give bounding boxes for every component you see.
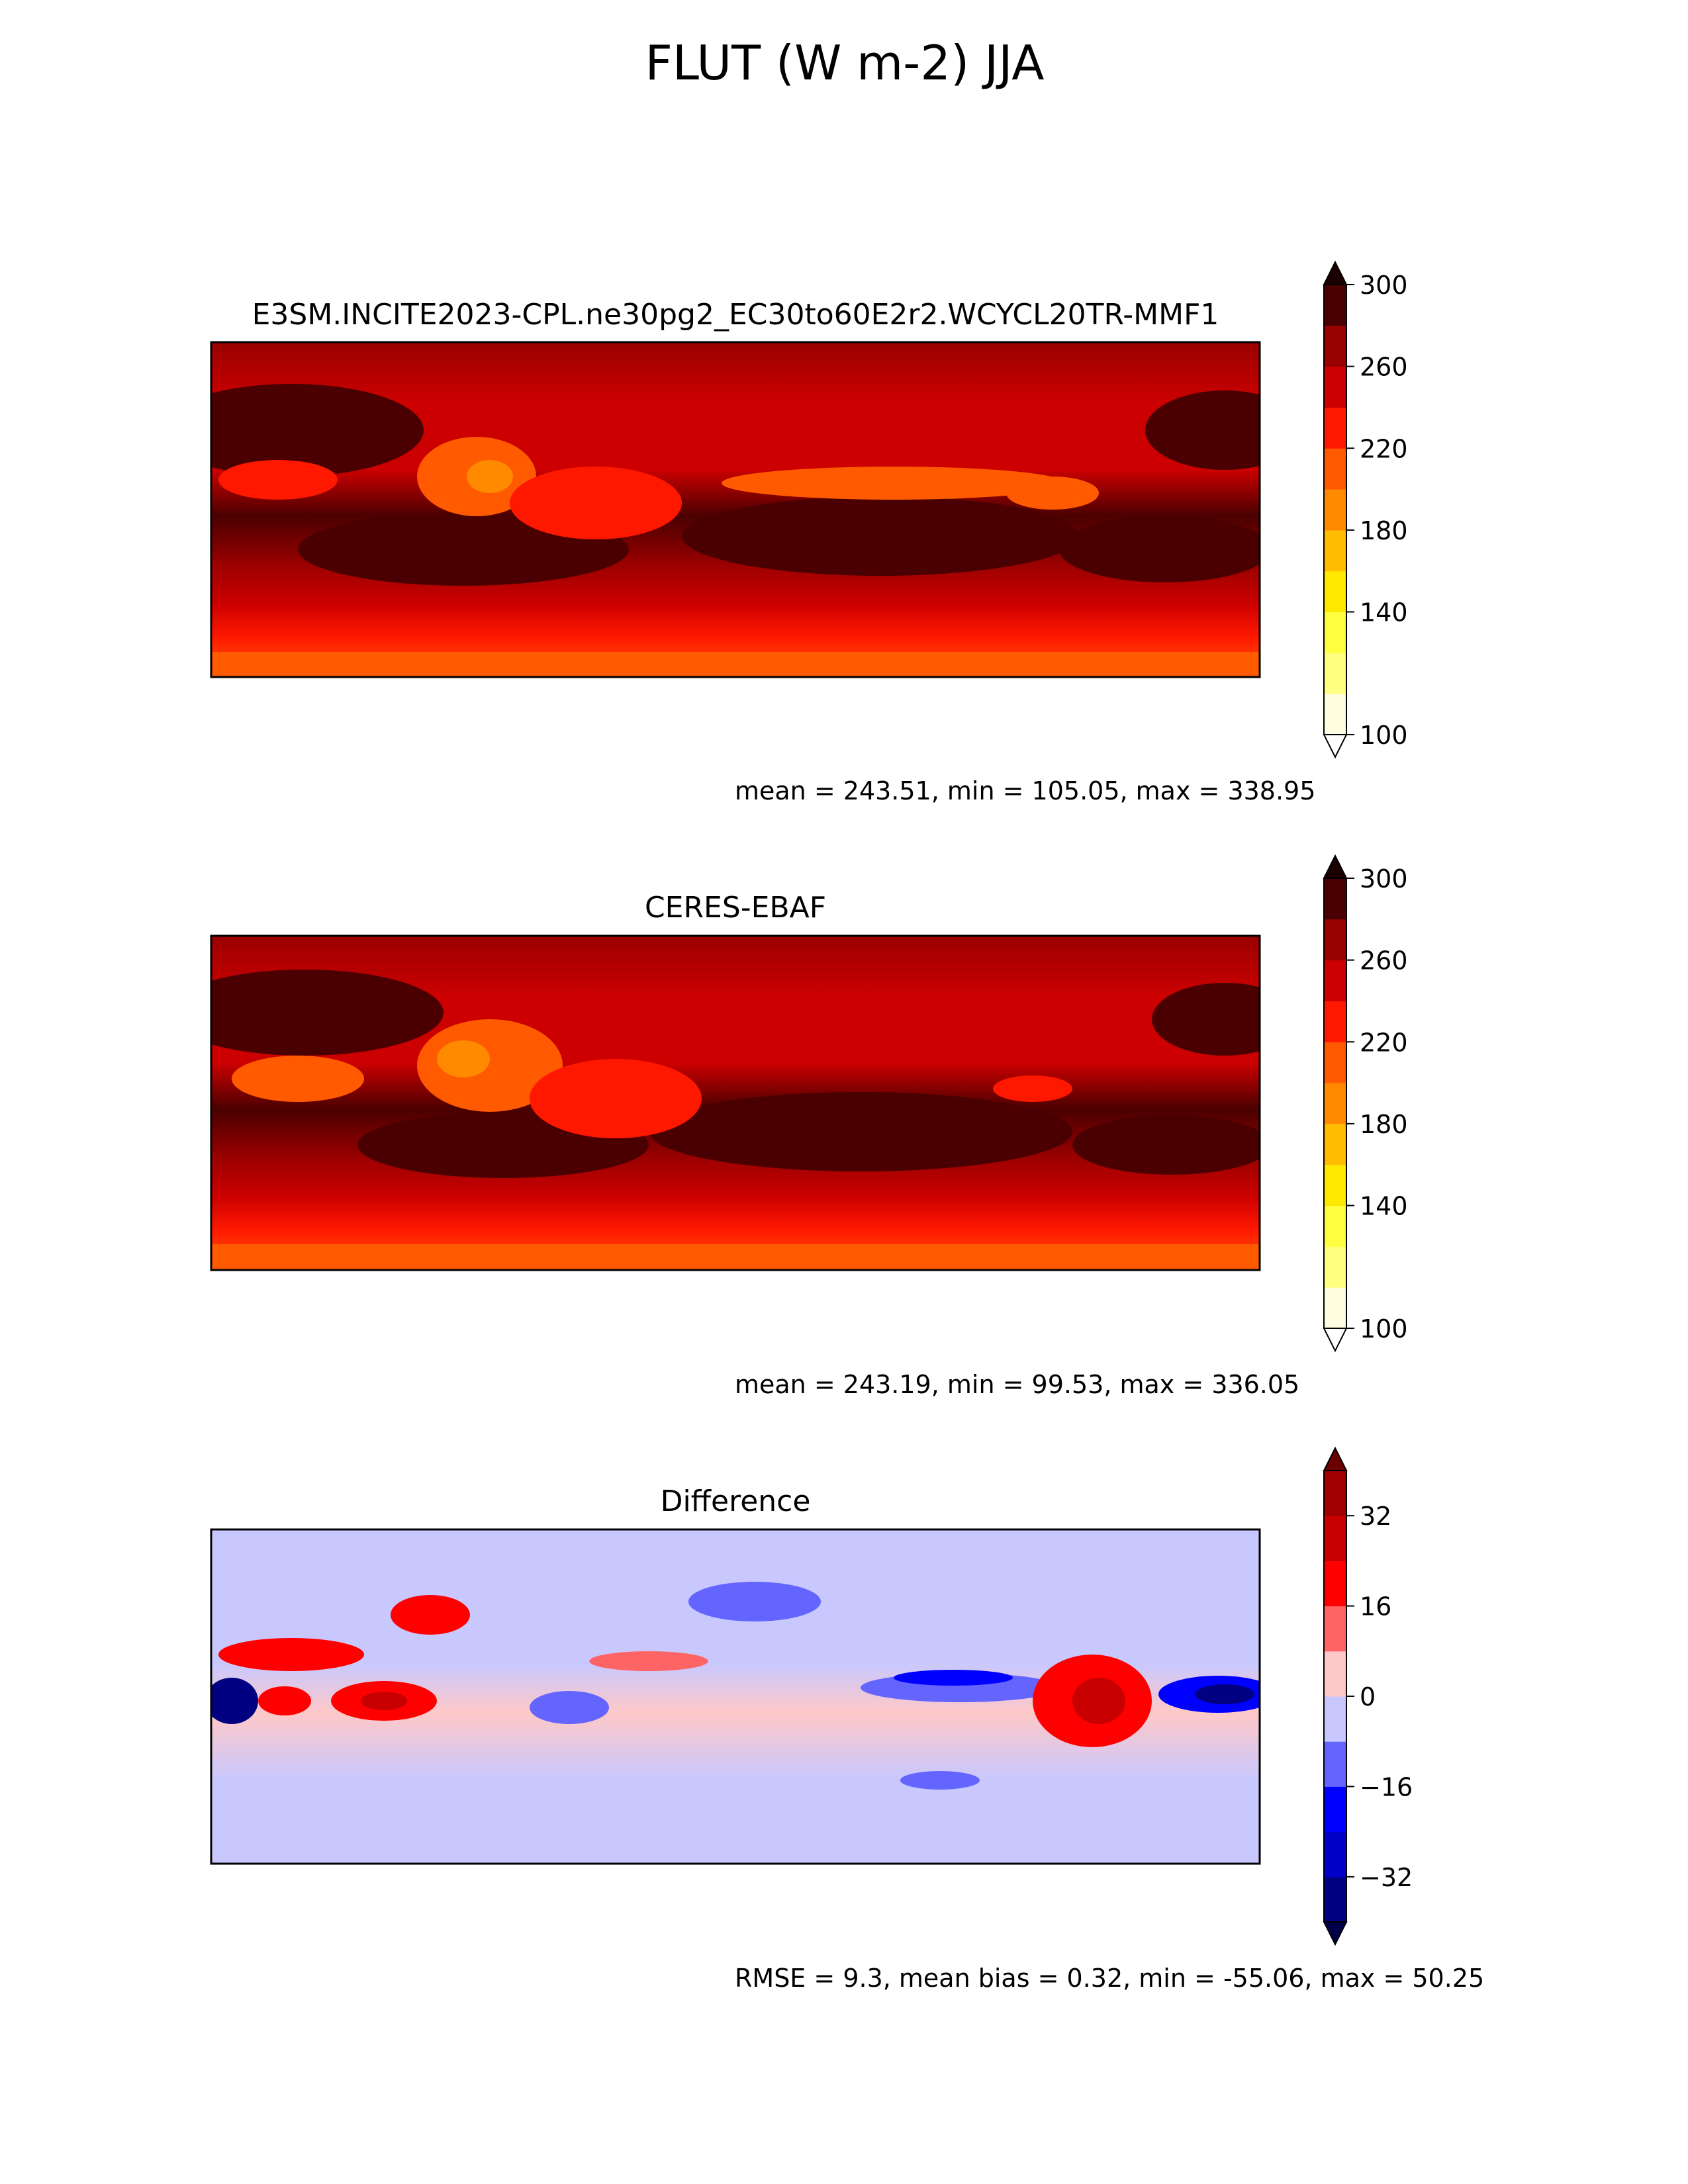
colorbar-tick-label: 220 <box>1360 434 1408 463</box>
panel-model-stats: mean = 243.51, min = 105.05, max = 338.9… <box>735 776 1315 805</box>
colorbar-segment <box>1324 570 1346 613</box>
colorbar-tick-label: 260 <box>1360 353 1408 382</box>
colorbar-segment <box>1324 653 1346 694</box>
panel-model: E3SM.INCITE2023-CPL.ne30pg2_EC30to60E2r2… <box>210 260 1408 805</box>
colorbar-segment <box>1324 448 1346 490</box>
colorbar-tick-label: −32 <box>1360 1863 1413 1892</box>
colorbar-extend-max <box>1323 1446 1348 1471</box>
colorbar-extend-max <box>1323 260 1348 285</box>
colorbar-extend-min <box>1323 734 1348 759</box>
colorbar-tick-label: 140 <box>1360 598 1408 627</box>
colorbar-tick-label: −16 <box>1360 1772 1413 1801</box>
colorbar-segment <box>1324 1651 1346 1697</box>
colorbar-segment <box>1324 960 1346 1001</box>
colorbar-tick-label: 180 <box>1360 516 1408 545</box>
panel-obs-colorbar: 100 140 180 220 260 300 <box>1323 854 1408 1353</box>
colorbar-segment <box>1324 1741 1346 1787</box>
colorbar-extend-max <box>1323 854 1348 879</box>
colorbar-segment <box>1324 1042 1346 1083</box>
panel-obs-frame <box>210 934 1261 1271</box>
colorbar-segment <box>1324 1516 1346 1561</box>
colorbar-segment <box>1324 1876 1346 1923</box>
colorbar-tick-label: 16 <box>1360 1592 1391 1621</box>
colorbar-tick-label: 100 <box>1360 721 1408 750</box>
colorbar-segment <box>1324 1287 1346 1329</box>
panel-model-title: E3SM.INCITE2023-CPL.ne30pg2_EC30to60E2r2… <box>252 298 1219 332</box>
colorbar-tick-label: 32 <box>1360 1502 1391 1531</box>
colorbar-segment <box>1324 919 1346 961</box>
panel-diff-frame <box>210 1528 1261 1865</box>
colorbar-segment <box>1324 1786 1346 1833</box>
colorbar-segment <box>1324 1831 1346 1878</box>
colorbar-segment <box>1324 1696 1346 1742</box>
colorbar-tick-label: 300 <box>1360 864 1408 893</box>
panel-diff-colorbar: −32 −16 0 16 32 <box>1323 1446 1413 1946</box>
colorbar-segment <box>1324 1001 1346 1042</box>
colorbar-tick-label: 100 <box>1360 1314 1408 1343</box>
colorbar-segment <box>1324 529 1346 572</box>
colorbar-tick-label: 180 <box>1360 1110 1408 1139</box>
colorbar-segment <box>1324 489 1346 531</box>
colorbar-segment <box>1324 1164 1346 1206</box>
colorbar-segment <box>1324 1561 1346 1607</box>
colorbar-segment <box>1324 694 1346 735</box>
colorbar-segment <box>1324 1606 1346 1652</box>
panel-obs: CERES-EBAF 100 140 180 220 260 300 mean = 243… <box>210 854 1408 1399</box>
panel-obs-stats: mean = 243.19, min = 99.53, max = 336.05 <box>735 1370 1299 1399</box>
colorbar-segment <box>1324 878 1346 920</box>
panel-model-colorbar: 100 140 180 220 260 300 <box>1323 260 1408 759</box>
colorbar-segment <box>1324 1246 1346 1288</box>
panel-obs-title: CERES-EBAF <box>645 891 826 925</box>
colorbar-tick-label: 300 <box>1360 271 1408 300</box>
colorbar-frame <box>1323 284 1347 735</box>
panel-diff-stats: RMSE = 9.3, mean bias = 0.32, min = -55.… <box>735 1964 1484 1993</box>
panel-diff-title: Difference <box>661 1484 811 1518</box>
colorbar-extend-min <box>1323 1921 1348 1946</box>
colorbar-segment <box>1324 1205 1346 1247</box>
colorbar-segment <box>1324 1471 1346 1516</box>
colorbar-segment <box>1324 285 1346 326</box>
colorbar-frame <box>1323 878 1347 1329</box>
colorbar-segment <box>1324 1123 1346 1165</box>
panel-model-map <box>211 342 1260 677</box>
colorbar-tick-label: 260 <box>1360 946 1408 976</box>
colorbar-extend-min <box>1323 1328 1348 1353</box>
colorbar-tick-label: 0 <box>1360 1682 1376 1711</box>
panel-model-frame <box>210 341 1261 678</box>
figure-title: FLUT (W m-2) JJA <box>645 35 1044 91</box>
colorbar-segment <box>1324 1083 1346 1124</box>
colorbar-segment <box>1324 407 1346 449</box>
panel-diff-map <box>211 1529 1260 1864</box>
colorbar-tick-label: 220 <box>1360 1028 1408 1057</box>
colorbar-tick-label: 140 <box>1360 1192 1408 1221</box>
panel-obs-map <box>211 936 1260 1270</box>
colorbar-segment <box>1324 366 1346 408</box>
colorbar-segment <box>1324 325 1346 367</box>
colorbar-segment <box>1324 612 1346 653</box>
panel-diff: Difference −32 −16 0 16 32 RMSE = 9.3, mean … <box>210 1446 1484 1993</box>
